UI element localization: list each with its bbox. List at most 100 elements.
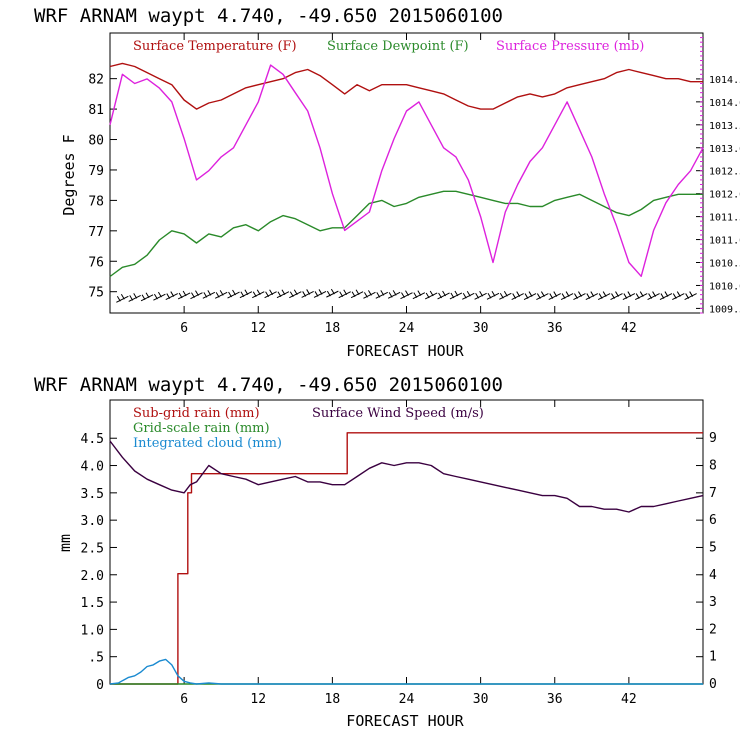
wind-barb — [412, 290, 426, 300]
wind-barb — [672, 291, 685, 301]
wind-barb — [214, 290, 228, 299]
wind-barb — [424, 290, 438, 300]
wind-barb — [536, 291, 549, 301]
top-x-tick-label: 30 — [473, 321, 489, 336]
top-y-tick-label: 76 — [88, 255, 104, 270]
bottom-y-tick-label: 2.5 — [81, 541, 104, 556]
legend-integrated-cloud: Integrated cloud (mm) — [133, 436, 282, 451]
top-x-tick-label: 36 — [547, 321, 563, 336]
legend-sub-grid-rain: Sub-grid rain (mm) — [133, 406, 260, 421]
wind-barb — [597, 291, 611, 301]
wind-barb — [375, 290, 389, 299]
bottom-y-tick-label: 2.0 — [81, 569, 104, 584]
wind-barb — [462, 291, 475, 300]
top-chart-title: WRF ARNAM waypt 4.740, -49.650 201506010… — [34, 5, 503, 27]
wind-barb — [560, 291, 574, 301]
top-y2-tick-label: 1014.5 — [709, 75, 740, 86]
wind-barb — [622, 291, 636, 301]
wind-barb — [523, 291, 537, 301]
wind-barb — [474, 291, 487, 300]
wind-barb — [165, 291, 178, 301]
bottom-y2-tick-label: 2 — [709, 622, 717, 637]
wind-barb — [400, 290, 413, 300]
wind-barb — [511, 291, 524, 301]
bottom-y2-tick-label: 1 — [709, 650, 717, 665]
wind-barb — [313, 289, 327, 298]
top-y2-tick-label: 1012.5 — [709, 167, 740, 178]
bottom-y2-tick-label: 4 — [709, 568, 717, 583]
bottom-x-tick-label: 36 — [547, 692, 563, 707]
wind-barb — [326, 288, 339, 298]
top-y-tick-label: 75 — [88, 286, 104, 301]
wind-barb — [289, 289, 302, 299]
bottom-series-surface-wind-speed-m-s — [109, 440, 704, 513]
bottom-y-tick-label: 1.0 — [81, 623, 104, 638]
bottom-y-tick-label: 4.5 — [81, 432, 104, 447]
bottom-y-tick-label: 4.0 — [81, 460, 104, 475]
bottom-y-tick-label: .5 — [88, 651, 104, 666]
top-y2-tick-label: 1009.5 — [709, 304, 740, 315]
top-plot-area: 6 12 18 24 30 36 42 75 76 77 78 79 80 81 82 1009.5 1010.… — [88, 32, 740, 336]
wind-barb — [486, 291, 500, 300]
wind-barb — [449, 290, 463, 300]
wind-barb — [659, 291, 673, 301]
wind-barb — [264, 289, 277, 299]
wind-barbs — [116, 288, 697, 303]
top-y-tick-label: 81 — [88, 103, 104, 118]
top-plot-frame — [109, 32, 704, 314]
wind-barb — [140, 292, 154, 302]
wind-barb — [276, 289, 290, 299]
top-y-tick-label: 82 — [88, 73, 104, 88]
bottom-y-tick-label: 1.5 — [81, 596, 104, 611]
top-x-tick-label: 6 — [180, 321, 188, 336]
bottom-x-tick-label: 42 — [621, 692, 637, 707]
wind-barb — [387, 290, 401, 299]
wind-barb — [499, 291, 512, 300]
top-x-tick-label: 18 — [325, 321, 341, 336]
bottom-x-axis-label: FORECAST HOUR — [346, 712, 464, 730]
bottom-y2-tick-label: 0 — [709, 677, 717, 692]
wind-barb — [647, 291, 660, 301]
bottom-y-axis-label: mm — [56, 534, 74, 552]
bottom-series-sub-grid-rain-mm — [110, 432, 703, 685]
wind-barb — [227, 289, 240, 299]
wind-barb — [177, 290, 191, 300]
wind-barb — [684, 291, 697, 301]
bottom-x-tick-label: 6 — [180, 692, 188, 707]
top-x-tick-label: 12 — [250, 321, 266, 336]
legend-surface-dewpoint: Surface Dewpoint (F) — [327, 39, 469, 54]
top-y-tick-label: 77 — [88, 225, 104, 240]
bottom-y-tick-label: 3.0 — [81, 514, 104, 529]
wind-barb — [338, 289, 351, 299]
bottom-plot-area: 6 12 18 24 30 36 420.51.01.52.02.53.03.54.04.5… — [81, 399, 717, 707]
wind-barb — [573, 291, 586, 301]
wind-barb — [610, 291, 623, 301]
top-y2-tick-label: 1011.0 — [709, 236, 740, 247]
top-y2-tick-label: 1013.5 — [709, 121, 740, 132]
wind-barb — [548, 291, 561, 301]
top-y-tick-label: 78 — [88, 194, 104, 209]
legend-surface-temperature: Surface Temperature (F) — [133, 39, 297, 54]
bottom-y-tick-label: 0 — [96, 678, 104, 693]
bottom-y2-tick-label: 9 — [709, 431, 717, 446]
wind-barb — [202, 290, 216, 299]
top-y2-tick-label: 1012.0 — [709, 190, 740, 201]
wind-barb — [350, 289, 364, 299]
wind-barb — [128, 293, 141, 302]
wind-barb — [363, 290, 376, 299]
wind-barb — [252, 289, 265, 299]
top-series-surface-temperature-f — [109, 62, 703, 110]
wind-barb — [116, 294, 129, 303]
top-y-tick-label: 80 — [88, 134, 104, 149]
top-y-tick-label: 79 — [88, 164, 104, 179]
bottom-x-tick-label: 18 — [325, 692, 341, 707]
top-y2-tick-label: 1010.0 — [709, 281, 740, 292]
bottom-x-tick-label: 12 — [250, 692, 266, 707]
wind-barb — [635, 291, 648, 301]
top-y2-tick-label: 1010.5 — [709, 259, 740, 270]
bottom-y2-tick-label: 3 — [709, 595, 717, 610]
wind-barb — [153, 291, 166, 301]
bottom-series-integrated-cloud-mm — [109, 658, 703, 685]
top-x-tick-label: 42 — [621, 321, 637, 336]
